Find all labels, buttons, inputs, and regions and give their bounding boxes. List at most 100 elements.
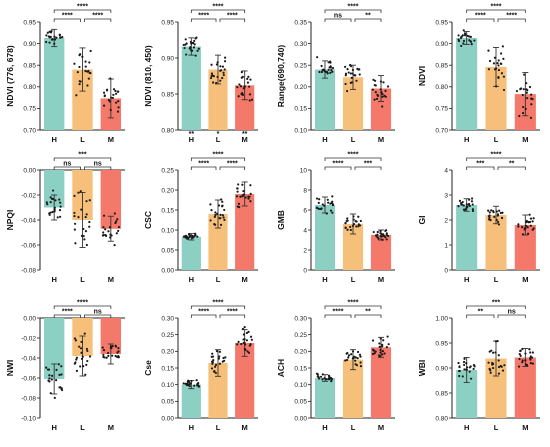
data-point-H — [468, 198, 471, 201]
y-tick-label: 0.85 — [435, 63, 448, 70]
data-point-L — [493, 215, 496, 218]
data-point-M — [524, 359, 527, 362]
data-point-M — [379, 229, 382, 233]
data-point-L — [219, 213, 222, 216]
data-point-M — [384, 89, 387, 93]
data-point-L — [502, 57, 505, 61]
data-point-H — [331, 211, 334, 214]
significance-bracket — [466, 314, 495, 318]
data-point-M — [375, 97, 379, 100]
data-point-L — [223, 359, 226, 362]
data-point-L — [216, 212, 219, 215]
data-point-L — [487, 215, 491, 218]
data-point-L — [497, 220, 500, 223]
data-point-H — [462, 360, 466, 364]
data-point-H — [46, 31, 49, 34]
data-point-L — [77, 216, 80, 219]
data-point-M — [107, 230, 110, 233]
data-point-M — [521, 359, 524, 362]
data-point-M — [378, 345, 381, 348]
y-tick-label: 0.90 — [23, 41, 36, 48]
data-point-H — [45, 34, 48, 37]
x-category-label: H — [322, 135, 327, 144]
panel-1: 0.70 0.75 0.80 0.85 0.90 0.95 NDVI (776, 678) H… — [5, 4, 125, 144]
data-point-L — [211, 360, 214, 364]
y-axis-label: GI — [417, 216, 427, 225]
x-category-label: M — [378, 275, 384, 284]
significance-label: ** — [365, 309, 371, 316]
data-point-H — [52, 197, 55, 201]
y-axis-label: WBI — [417, 360, 427, 377]
significance-label: **** — [62, 13, 73, 20]
data-point-M — [117, 229, 120, 232]
y-tick-label: 0.30 — [294, 41, 307, 48]
data-point-L — [88, 355, 92, 358]
data-point-M — [526, 364, 529, 367]
x-category-label: H — [51, 135, 56, 144]
data-point-H — [182, 382, 185, 385]
data-point-L — [358, 353, 362, 356]
data-point-L — [349, 72, 352, 75]
data-point-L — [75, 358, 78, 361]
data-point-M — [235, 195, 239, 198]
data-point-H — [188, 235, 191, 239]
data-point-L — [212, 81, 215, 84]
data-point-L — [497, 365, 501, 369]
data-point-M — [373, 352, 376, 355]
significance-label: **** — [333, 161, 344, 168]
data-point-L — [359, 219, 362, 223]
data-point-M — [111, 96, 115, 100]
data-point-H — [470, 43, 473, 46]
data-point-L — [347, 356, 350, 359]
data-point-M — [248, 93, 252, 96]
data-point-H — [188, 385, 191, 388]
data-point-M — [242, 190, 245, 193]
data-point-M — [521, 93, 524, 97]
data-point-M — [522, 105, 525, 109]
data-point-M — [519, 349, 522, 352]
data-point-L — [496, 62, 499, 65]
data-point-L — [209, 219, 212, 222]
data-point-L — [217, 357, 220, 360]
data-point-H — [457, 34, 460, 37]
data-point-H — [45, 366, 48, 369]
data-point-M — [373, 98, 376, 101]
data-point-M — [107, 354, 110, 358]
data-point-H — [468, 370, 471, 373]
data-point-L — [359, 361, 362, 364]
data-point-H — [319, 207, 322, 211]
data-point-M — [386, 335, 389, 338]
data-point-L — [349, 228, 352, 232]
data-point-M — [379, 235, 382, 238]
data-point-L — [89, 49, 92, 53]
data-point-H — [193, 43, 196, 46]
data-point-L — [209, 203, 212, 206]
data-point-L — [78, 345, 81, 348]
data-point-H — [58, 209, 62, 212]
data-point-H — [185, 42, 188, 45]
significance-bracket — [53, 314, 81, 318]
data-point-L — [81, 55, 84, 58]
data-point-L — [74, 361, 77, 364]
data-point-M — [117, 225, 121, 229]
x-category-label: L — [80, 275, 85, 284]
significance-label: *** — [364, 161, 372, 168]
data-point-H — [191, 49, 194, 52]
data-point-L — [351, 350, 355, 353]
data-point-H — [473, 39, 476, 42]
data-point-H — [465, 366, 469, 369]
y-axis-label: NDVI (776, 678) — [5, 45, 15, 107]
y-tick-label: 0.15 — [294, 106, 307, 113]
data-point-H — [49, 35, 52, 38]
y-tick-label: 4 — [444, 167, 448, 174]
panel-9: -0.10 -0.08 -0.06 -0.04 -0.02 0.00 NWI H L M **** n… — [5, 300, 125, 432]
data-point-L — [80, 351, 83, 354]
data-point-M — [249, 78, 252, 81]
significance-bracket — [53, 305, 112, 309]
data-point-M — [247, 195, 250, 198]
significance-bracket — [190, 18, 217, 22]
significance-bracket — [466, 18, 495, 22]
data-point-L — [359, 365, 363, 368]
data-point-L — [80, 234, 84, 237]
significance-bracket — [466, 157, 526, 161]
